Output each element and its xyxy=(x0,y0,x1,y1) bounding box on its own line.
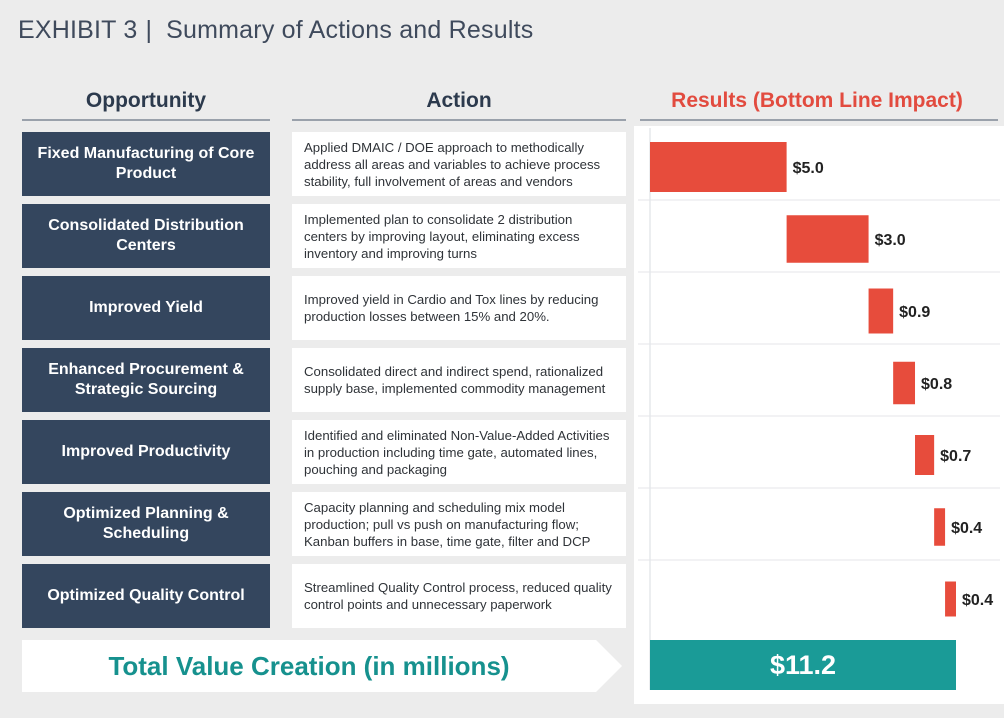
opportunity-cell: Improved Yield xyxy=(22,276,270,340)
opportunity-cell: Enhanced Procurement & Strategic Sourcin… xyxy=(22,348,270,412)
action-cell: Capacity planning and scheduling mix mod… xyxy=(292,492,626,556)
waterfall-bar xyxy=(915,435,935,475)
results-header-underline xyxy=(640,119,998,121)
waterfall-bar xyxy=(786,215,869,263)
opportunity-header-underline xyxy=(22,119,270,121)
waterfall-bar xyxy=(893,361,916,405)
opportunity-cell: Improved Productivity xyxy=(22,420,270,484)
total-value-arrow: Total Value Creation (in millions) xyxy=(22,640,622,692)
total-value-box: $11.2 xyxy=(650,640,956,690)
action-header: Action xyxy=(426,89,492,112)
results-header: Results (Bottom Line Impact) xyxy=(671,89,963,112)
bar-value-label: $0.8 xyxy=(921,376,952,393)
bar-value-label: $0.7 xyxy=(940,448,971,465)
waterfall-bar xyxy=(650,142,787,192)
action-cell: Implemented plan to consolidate 2 distri… xyxy=(292,204,626,268)
exhibit-heading: Summary of Actions and Results xyxy=(166,16,534,44)
opportunity-cell: Fixed Manufacturing of Core Product xyxy=(22,132,270,196)
action-cell: Applied DMAIC / DOE approach to methodic… xyxy=(292,132,626,196)
waterfall-bar xyxy=(945,581,956,617)
opportunity-cell: Optimized Planning & Scheduling xyxy=(22,492,270,556)
bar-value-label: $0.9 xyxy=(899,304,930,321)
bar-value-label: $3.0 xyxy=(875,232,906,249)
opportunity-cell: Consolidated Distribution Centers xyxy=(22,204,270,268)
waterfall-bar xyxy=(934,508,946,546)
total-value-label: Total Value Creation (in millions) xyxy=(108,650,510,681)
action-cell: Identified and eliminated Non-Value-Adde… xyxy=(292,420,626,484)
action-header-underline xyxy=(292,119,626,121)
title-separator: | xyxy=(145,16,153,44)
exhibit-number: EXHIBIT 3 xyxy=(18,16,138,44)
action-cell: Improved yield in Cardio and Tox lines b… xyxy=(292,276,626,340)
waterfall-bar xyxy=(868,288,894,334)
bar-value-label: $0.4 xyxy=(962,592,993,609)
opportunity-cell: Optimized Quality Control xyxy=(22,564,270,628)
action-cell: Consolidated direct and indirect spend, … xyxy=(292,348,626,412)
bar-value-label: $5.0 xyxy=(793,160,824,177)
action-cell: Streamlined Quality Control process, red… xyxy=(292,564,626,628)
exhibit-title: EXHIBIT 3 | Summary of Actions and Results xyxy=(18,16,533,45)
bar-value-label: $0.4 xyxy=(951,520,982,537)
opportunity-header: Opportunity xyxy=(85,89,207,112)
